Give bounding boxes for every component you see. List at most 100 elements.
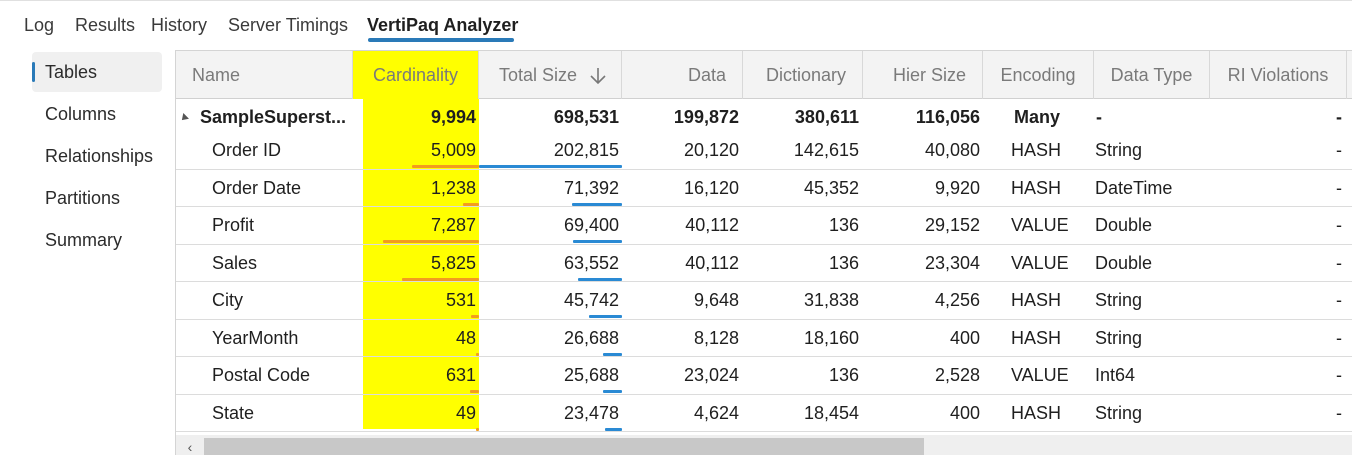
sidebar-item-tables[interactable]: Tables bbox=[32, 52, 162, 92]
header-total-size[interactable]: Total Size bbox=[479, 51, 622, 99]
column-dictionary: 136 bbox=[828, 215, 859, 235]
column-name: Sales bbox=[212, 252, 258, 273]
column-total-size: 25,688 bbox=[563, 365, 619, 385]
column-cardinality: 5,825 bbox=[430, 252, 476, 273]
horizontal-scrollbar[interactable]: ‹ bbox=[176, 435, 1352, 455]
tab-log[interactable]: Log bbox=[24, 15, 55, 35]
column-name: YearMonth bbox=[212, 327, 299, 348]
table-dictionary: 380,611 bbox=[794, 107, 859, 127]
column-total-size: 26,688 bbox=[563, 327, 619, 348]
sidebar-item-summary[interactable]: Summary bbox=[32, 220, 162, 260]
column-total-size: 202,815 bbox=[553, 140, 619, 160]
header-dictionary[interactable]: Dictionary bbox=[743, 51, 863, 99]
sidebar-item-partitions[interactable]: Partitions bbox=[32, 178, 162, 218]
table-row[interactable]: Order ID 5,009 202,815 20,120 142,615 40,080 H… bbox=[176, 132, 1352, 170]
cardinality-bar bbox=[471, 315, 479, 318]
column-cardinality: 5,009 bbox=[430, 140, 476, 160]
header-name[interactable]: Name bbox=[176, 51, 353, 99]
table-row[interactable]: Postal Code 631 25,688 23,024 136 2,528 VALUE I… bbox=[176, 357, 1352, 395]
column-name: Profit bbox=[212, 215, 255, 235]
column-data-type: String bbox=[1095, 290, 1143, 310]
sidebar-item-label: Columns bbox=[45, 104, 117, 124]
column-data: 8,128 bbox=[693, 327, 739, 348]
column-hier-size: 2,528 bbox=[934, 365, 980, 385]
scrollbar-thumb[interactable] bbox=[204, 438, 924, 455]
grid-header: Name Cardinality Total Size Data Diction… bbox=[176, 51, 1352, 99]
total-size-bar bbox=[603, 352, 622, 356]
column-total-size: 71,392 bbox=[563, 177, 619, 198]
table-ri-violations: - bbox=[1336, 107, 1342, 127]
header-ri-violations[interactable]: RI Violations bbox=[1210, 51, 1347, 99]
column-ri-violations: - bbox=[1336, 252, 1342, 273]
tab-results[interactable]: Results bbox=[75, 15, 136, 35]
header-total-size-label: Total Size bbox=[499, 65, 578, 85]
table-row[interactable]: SampleSuperst... 9,994 698,531 199,872 3… bbox=[176, 102, 1352, 132]
column-name: Postal Code bbox=[212, 365, 311, 385]
column-encoding: HASH bbox=[1011, 290, 1062, 310]
column-data: 40,112 bbox=[685, 252, 739, 273]
column-dictionary: 142,615 bbox=[793, 140, 859, 160]
total-size-bar bbox=[578, 277, 622, 281]
total-size-bar bbox=[589, 315, 622, 318]
column-cardinality: 1,238 bbox=[430, 177, 476, 198]
column-total-size: 69,400 bbox=[563, 215, 619, 235]
column-ri-violations: - bbox=[1336, 215, 1342, 235]
chevron-left-icon[interactable]: ‹ bbox=[187, 439, 193, 455]
table-data: 199,872 bbox=[673, 107, 739, 127]
column-name: City bbox=[212, 290, 243, 310]
table-row[interactable]: Order Date 1,238 71,392 16,120 45,352 9,920 HA… bbox=[176, 170, 1352, 207]
column-total-size: 63,552 bbox=[563, 252, 619, 273]
column-cardinality: 48 bbox=[455, 327, 476, 348]
column-dictionary: 136 bbox=[828, 365, 859, 385]
column-dictionary: 31,838 bbox=[803, 290, 859, 310]
column-hier-size: 29,152 bbox=[924, 215, 980, 235]
column-encoding: HASH bbox=[1011, 140, 1062, 160]
arrow-down-icon bbox=[590, 68, 606, 85]
cardinality-bar bbox=[383, 240, 479, 243]
active-tab-indicator bbox=[368, 38, 514, 42]
active-item-marker bbox=[32, 62, 35, 82]
column-cardinality: 49 bbox=[455, 402, 476, 423]
table-total-size: 698,531 bbox=[553, 107, 619, 127]
header-cardinality[interactable]: Cardinality bbox=[353, 51, 479, 99]
column-encoding: VALUE bbox=[1011, 215, 1069, 235]
header-hier-size[interactable]: Hier Size bbox=[863, 51, 983, 99]
cardinality-bar bbox=[402, 277, 479, 281]
table-encoding: Many bbox=[1014, 107, 1061, 127]
header-data-type[interactable]: Data Type bbox=[1094, 51, 1210, 99]
column-data-type: Double bbox=[1095, 215, 1153, 235]
column-data-type: Int64 bbox=[1095, 365, 1136, 385]
column-cardinality: 7,287 bbox=[430, 215, 476, 235]
top-border bbox=[0, 0, 1352, 1]
column-total-size: 45,742 bbox=[563, 290, 619, 310]
table-row[interactable]: City 531 45,742 9,648 31,838 4,256 HASH String - bbox=[176, 282, 1352, 320]
cardinality-bar bbox=[470, 390, 479, 393]
table-hier-size: 116,056 bbox=[915, 107, 980, 127]
column-hier-size: 40,080 bbox=[924, 140, 980, 160]
sidebar-item-columns[interactable]: Columns bbox=[32, 94, 162, 134]
table-row[interactable]: YearMonth 48 26,688 8,128 18,160 400 HASH Strin… bbox=[176, 320, 1352, 357]
table-cardinality: 9,994 bbox=[430, 107, 476, 127]
tab-server-timings[interactable]: Server Timings bbox=[228, 15, 349, 35]
column-data-type: String bbox=[1095, 402, 1143, 423]
sidebar-item-label: Partitions bbox=[45, 188, 121, 208]
table-row[interactable]: Sales 5,825 63,552 40,112 136 23,304 VALUE Doub… bbox=[176, 245, 1352, 282]
table-row[interactable]: Profit 7,287 69,400 40,112 136 29,152 VALUE Dou… bbox=[176, 207, 1352, 245]
column-data: 9,648 bbox=[693, 290, 739, 310]
column-total-size: 23,478 bbox=[563, 402, 619, 423]
tab-history[interactable]: History bbox=[151, 15, 208, 35]
collapse-triangle-icon[interactable] bbox=[179, 113, 189, 123]
column-data: 40,112 bbox=[685, 215, 739, 235]
tab-vertipaq-analyzer[interactable]: VertiPaq Analyzer bbox=[367, 15, 519, 35]
sidebar-item-relationships[interactable]: Relationships bbox=[32, 136, 162, 176]
column-ri-violations: - bbox=[1336, 290, 1342, 310]
column-encoding: HASH bbox=[1011, 177, 1062, 198]
header-encoding[interactable]: Encoding bbox=[983, 51, 1094, 99]
header-data[interactable]: Data bbox=[622, 51, 743, 99]
column-ri-violations: - bbox=[1336, 365, 1342, 385]
table-row[interactable]: State 49 23,478 4,624 18,454 400 HASH String - bbox=[176, 395, 1352, 432]
cardinality-bar bbox=[476, 427, 479, 431]
sidebar-item-label: Relationships bbox=[45, 146, 154, 166]
column-hier-size: 400 bbox=[949, 402, 980, 423]
column-data: 20,120 bbox=[683, 140, 739, 160]
